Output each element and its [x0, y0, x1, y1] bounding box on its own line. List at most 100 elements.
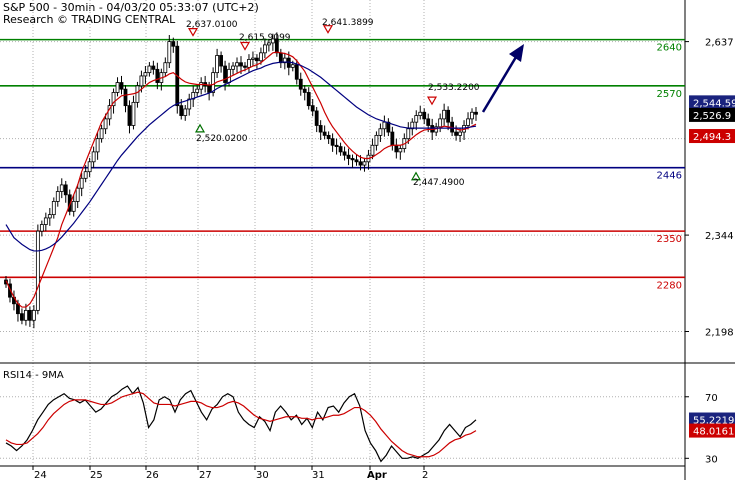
price-tag-bg: [689, 95, 735, 110]
rsi-ma-line: [5, 391, 477, 458]
candle-body: [179, 105, 184, 116]
candle-body: [354, 159, 359, 163]
candle-body: [119, 82, 124, 90]
swing-high-marker: [426, 96, 438, 106]
swing-annotation-label: 2,637.0100: [186, 20, 238, 30]
candle-body: [71, 201, 76, 212]
candle-body: [155, 68, 160, 83]
y-tick-label: 2,344: [705, 231, 734, 242]
candle-body: [99, 128, 104, 140]
rsi-tag-bg: [689, 412, 735, 427]
candle-body: [259, 52, 263, 62]
candle-body: [219, 55, 223, 67]
candle-body: [143, 72, 148, 77]
x-tick-label: 27: [199, 470, 212, 480]
candle-body: [418, 111, 423, 116]
candle-body: [47, 214, 52, 219]
price-tag: 2,494.3: [693, 132, 731, 143]
candle-body: [406, 128, 411, 140]
candle-body: [390, 131, 395, 146]
candle-body: [127, 105, 132, 126]
price-tag: 2,544.59: [693, 98, 735, 109]
candle-body: [466, 118, 470, 126]
candle-body: [306, 92, 311, 107]
x-tick-label: 31: [312, 470, 325, 480]
candle-body: [191, 92, 196, 100]
ma-fast-line: [5, 51, 477, 308]
candle-body: [386, 121, 391, 133]
candle-body: [247, 59, 251, 68]
candle-body: [298, 78, 303, 90]
candle-body: [239, 62, 243, 67]
candle-body: [278, 52, 283, 64]
candle-body: [43, 217, 48, 225]
price-tag: 2,526.9: [693, 111, 731, 122]
x-tick-label: 25: [90, 470, 103, 480]
candle-body: [171, 41, 176, 47]
candle-body: [227, 68, 231, 83]
candle-body: [274, 38, 279, 54]
candle-body: [20, 313, 24, 321]
x-tick-label: 30: [256, 470, 269, 480]
candle-body: [115, 82, 120, 93]
swing-high-marker: [239, 41, 251, 51]
candle-body: [470, 111, 474, 120]
candle-body: [195, 88, 200, 93]
candle-body: [346, 154, 351, 159]
rsi-tag: 48.0161: [693, 427, 734, 438]
candle-body: [151, 65, 156, 70]
swing-annotation-label: 2,615.9099: [239, 33, 291, 43]
swing-low-marker: [410, 171, 422, 181]
candle-body: [27, 309, 32, 321]
candle-body: [362, 161, 367, 166]
candle-body: [446, 109, 451, 123]
candle-body: [294, 64, 299, 80]
chart-title: S&P 500 - 30min - 04/03/20 05:33:07 (UTC…: [3, 1, 259, 14]
candle-body: [91, 151, 96, 163]
candle-body: [235, 62, 239, 67]
candle-body: [334, 144, 339, 148]
candle-body: [24, 309, 28, 321]
candle-body: [183, 108, 188, 116]
candle-body: [75, 187, 80, 202]
y-tick-label: 2,637: [705, 38, 734, 49]
swing-high-marker: [322, 25, 334, 34]
candle-body: [187, 98, 192, 110]
level-label: 2350: [657, 234, 682, 245]
candle-body: [438, 118, 443, 128]
candle-body: [414, 115, 419, 123]
x-tick-label: 2: [422, 470, 428, 480]
candle-body: [35, 230, 40, 311]
level-label: 2446: [657, 171, 682, 182]
candle-body: [458, 131, 462, 136]
swing-annotation-label: 2,447.4900: [413, 178, 465, 188]
trend-arrow-line: [481, 51, 521, 113]
candle-body: [223, 65, 227, 83]
candle-body: [314, 110, 319, 126]
candle-body: [39, 224, 44, 232]
candle-body: [318, 125, 323, 133]
rsi-tick-label: 70: [705, 393, 718, 404]
candle-body: [255, 57, 259, 62]
candle-body: [282, 57, 287, 64]
candle-body: [79, 177, 84, 189]
candle-body: [290, 64, 295, 68]
level-label: 2640: [657, 43, 682, 54]
candle-body: [350, 158, 355, 161]
candle-body: [382, 121, 387, 130]
candle-body: [87, 161, 92, 173]
candle-body: [147, 65, 152, 74]
candle-body: [199, 82, 204, 90]
chart-source: Research © TRADING CENTRAL: [3, 13, 176, 26]
swing-low-marker: [194, 123, 206, 133]
price-tag-bg: [689, 129, 735, 144]
x-tick-label: 26: [146, 470, 159, 480]
candle-body: [310, 105, 315, 112]
candle-body: [262, 44, 267, 54]
swing-annotation-label: 2,520.0200: [196, 134, 248, 144]
swing-annotation-label: 2,533.2200: [428, 83, 480, 93]
candle-body: [215, 55, 220, 74]
candle-body: [454, 131, 458, 136]
